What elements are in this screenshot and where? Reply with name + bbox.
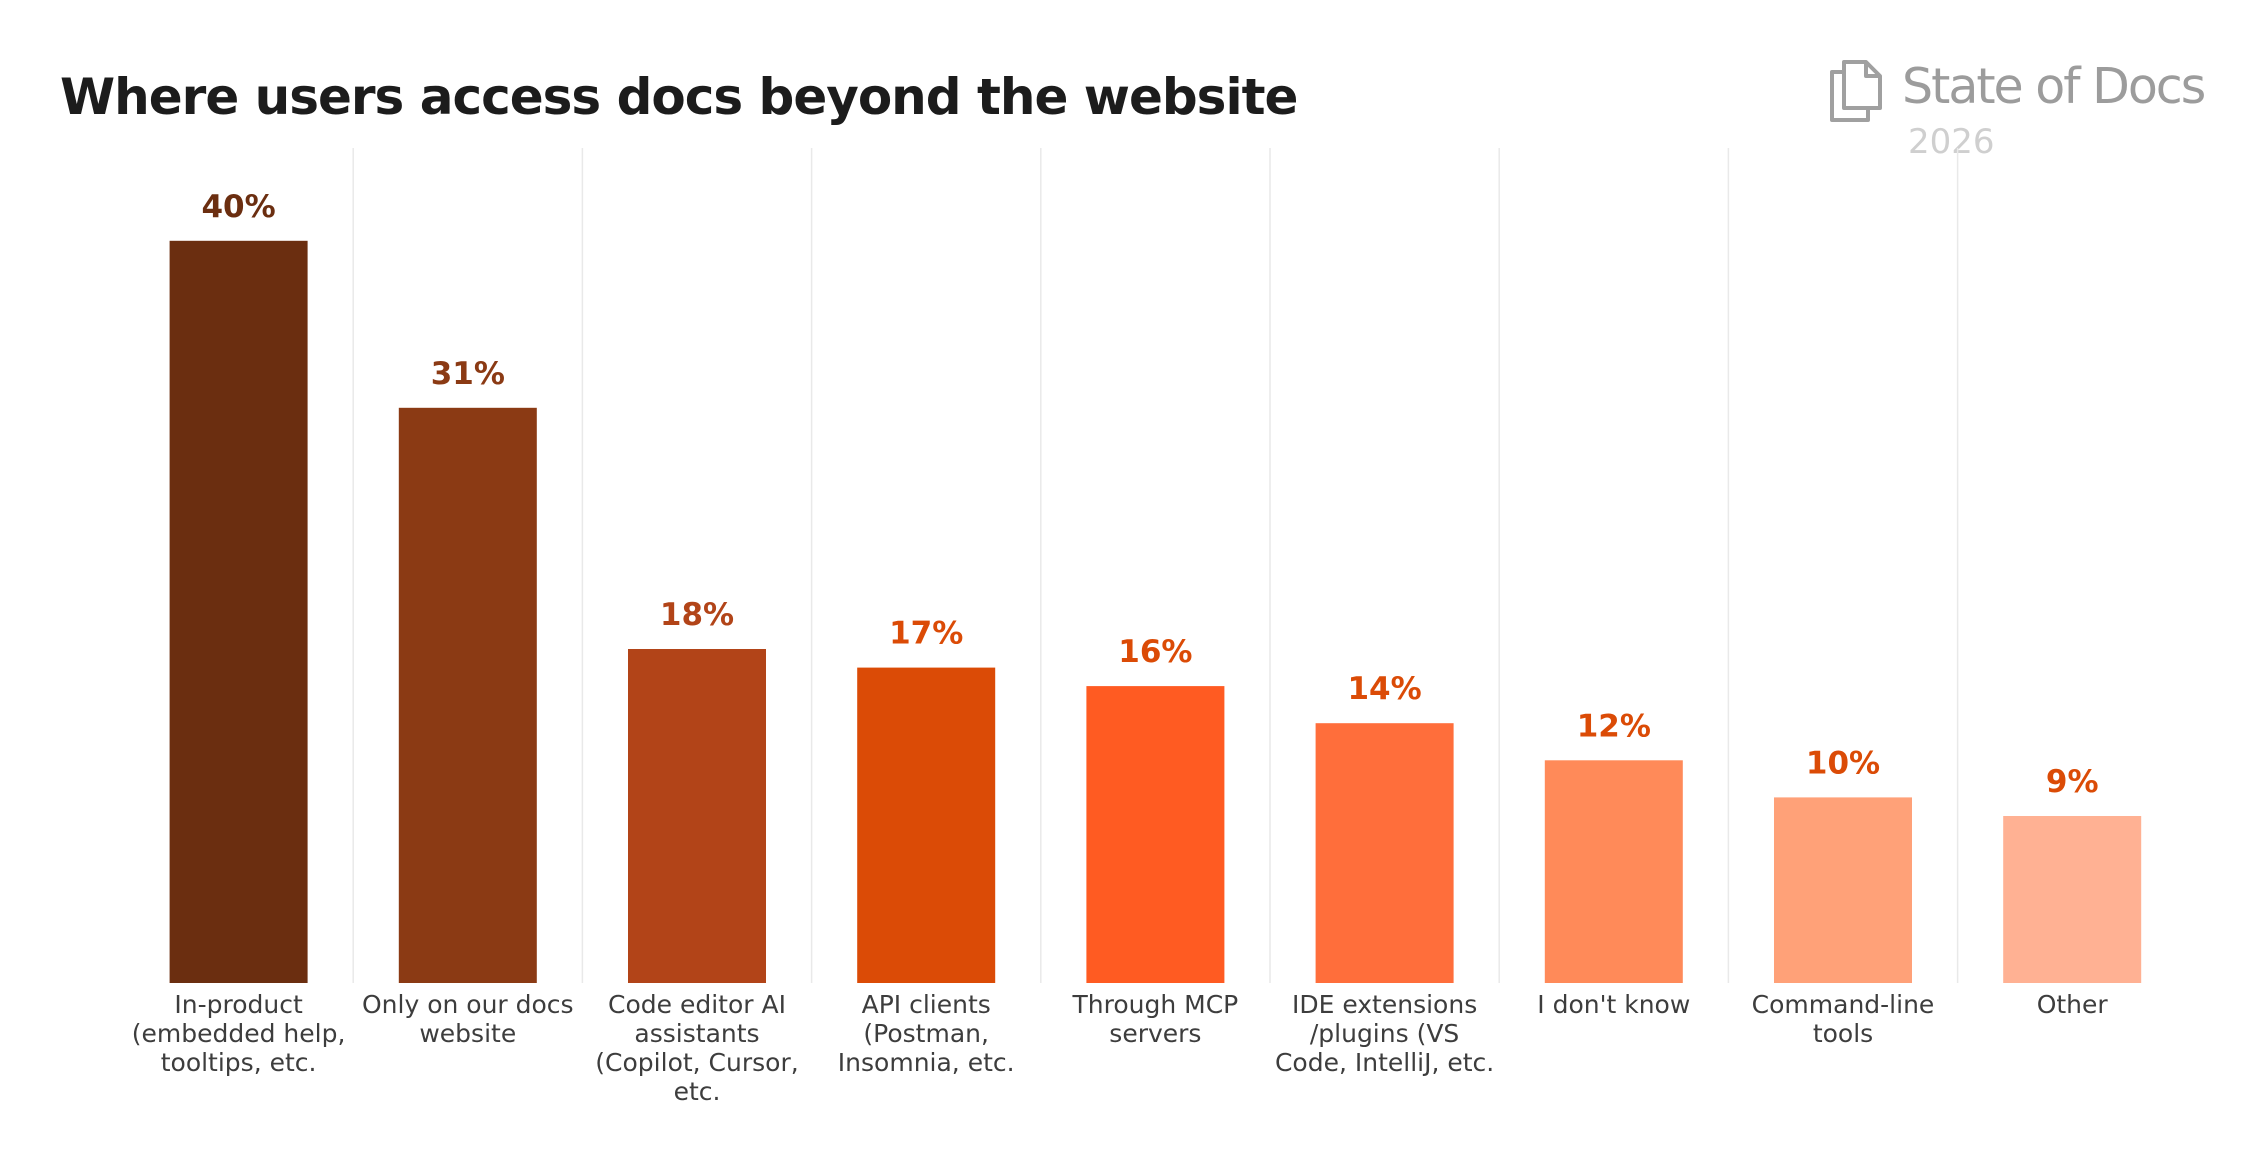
bars [169,240,2142,984]
bar-value-label: 12% [1577,708,1651,744]
bar-value-label: 14% [1347,671,1421,707]
bar [398,407,537,983]
chart-title: Where users access docs beyond the websi… [60,68,1298,126]
gridlines [352,148,1959,983]
bar [2003,816,2142,983]
bar-value-label: 31% [431,356,505,392]
stacked-documents-icon [1830,60,1882,122]
brand-year: 2026 [1908,122,1995,162]
category-label: I don't know [1537,990,1691,1019]
bar [1544,760,1683,983]
category-label: Command-line tools [1751,990,1935,1048]
bar-value-label: 10% [1806,745,1880,781]
category-label: Code editor AI assistants (Copilot, Curs… [595,990,799,1106]
category-label: In-product (embedded help, tooltips, etc… [131,990,346,1077]
bar [1315,723,1454,983]
category-label: Only on our docs website [361,990,574,1048]
category-label: IDE extensions /plugins (VS Code, Intell… [1274,990,1495,1077]
bar-value-label: 40% [201,189,275,225]
bar [1774,797,1912,983]
bar-value-label: 16% [1118,634,1192,670]
bar-value-label: 18% [660,597,734,633]
bar [857,667,996,983]
category-label: API clients (Postman, Insomnia, etc. [837,990,1015,1077]
value-labels: 40% 31% 18% 17% 16% 14% 12% 10% 9% [201,189,2098,800]
brand-name: State of Docs [1902,58,2206,115]
category-label: Through MCP servers [1072,990,1239,1048]
bar [628,649,766,983]
bar-value-label: 17% [889,616,963,652]
brand-logo: State of Docs 2026 [1828,56,2248,166]
bar [1086,686,1225,983]
bar-value-label: 9% [2046,764,2099,800]
bar [169,240,308,984]
category-label: Other [2036,990,2108,1019]
